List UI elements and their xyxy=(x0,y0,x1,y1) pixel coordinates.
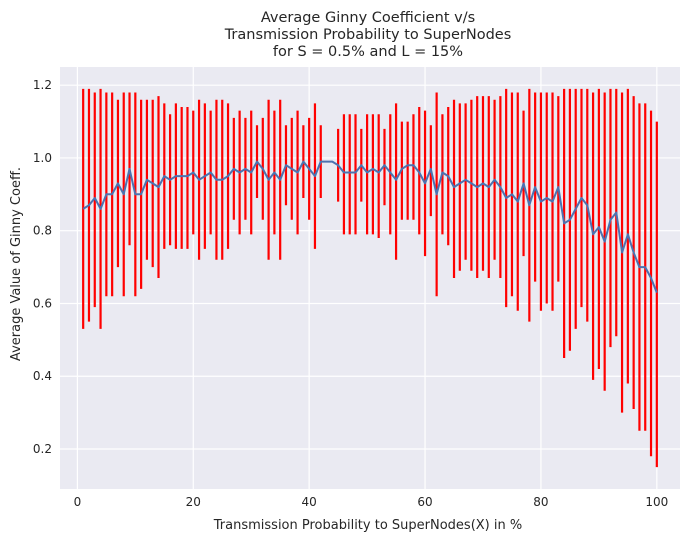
y-tick-label: 0.8 xyxy=(33,224,52,238)
mean-line-series xyxy=(82,160,658,293)
x-tick-label: 0 xyxy=(74,495,82,509)
x-tick-label: 40 xyxy=(302,495,317,509)
y-tick-label: 1.2 xyxy=(33,78,52,92)
x-tick-label: 100 xyxy=(645,495,668,509)
y-tick-label: 0.2 xyxy=(33,442,52,456)
x-axis-ticks: 0 20 40 60 80 100 xyxy=(74,495,669,509)
chart-title: Average Ginny Coefficient v/s Transmissi… xyxy=(224,10,512,60)
x-axis-label: Transmission Probability to SuperNodes(X… xyxy=(213,518,522,533)
y-tick-label: 1.0 xyxy=(33,151,52,165)
x-tick-label: 20 xyxy=(186,495,201,509)
y-axis-ticks: 0.2 0.4 0.6 0.8 1.0 1.2 xyxy=(33,78,52,456)
chart-title-line-1: Average Ginny Coefficient v/s xyxy=(261,10,475,26)
chart-title-line-3: for S = 0.5% and L = 15% xyxy=(273,44,463,60)
y-tick-label: 0.4 xyxy=(33,369,52,383)
mean-line xyxy=(82,160,658,293)
x-tick-label: 80 xyxy=(533,495,548,509)
x-tick-label: 60 xyxy=(417,495,432,509)
y-tick-label: 0.6 xyxy=(33,296,52,310)
chart-title-line-2: Transmission Probability to SuperNodes xyxy=(224,27,512,43)
y-axis-label: Average Value of Ginny Coeff. xyxy=(9,167,24,361)
